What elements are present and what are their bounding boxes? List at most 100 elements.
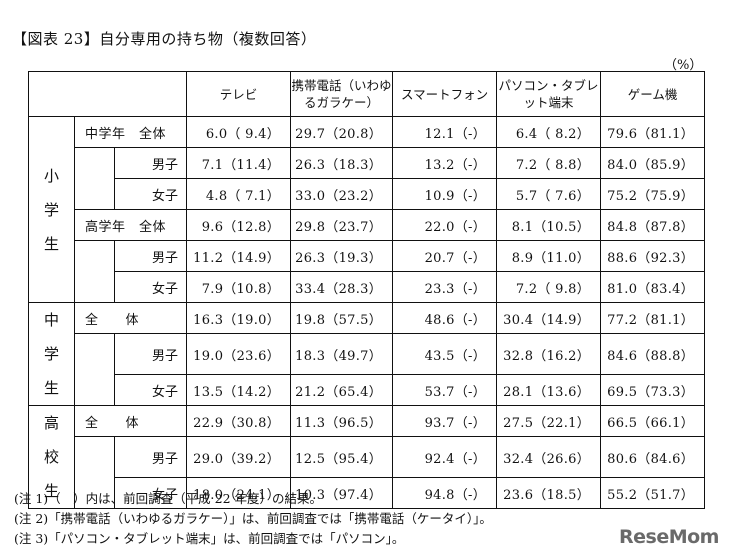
cell: 23.3（-） xyxy=(392,271,498,303)
row-label-male: 男子 xyxy=(113,333,188,375)
cell: 92.4（-） xyxy=(392,436,498,478)
row-label-male: 男子 xyxy=(113,147,188,179)
cell: 6.0（ 9.4） xyxy=(186,116,292,148)
row-label-upper-grade-total: 高学年 全体 xyxy=(73,209,188,241)
cell: 26.3（18.3） xyxy=(290,147,394,179)
cell: 12.1（-） xyxy=(392,116,498,148)
cell: 8.1（10.5） xyxy=(496,209,602,241)
cell: 12.5（95.4） xyxy=(290,436,394,478)
table-row: 男子 19.0（23.6） 18.3（49.7） 43.5（-） 32.8（16… xyxy=(29,333,706,406)
cell: 84.8（87.8） xyxy=(600,209,706,241)
cell: 94.8（-） xyxy=(392,477,498,509)
header-row: テレビ 携帯電話（いわゆるガラケー） スマートフォン パソコン・タブレット端末 … xyxy=(27,71,706,117)
table-row: 男子 11.2（14.9） 26.3（19.3） 20.7（-） 8.9（11.… xyxy=(29,240,706,303)
cell: 16.3（19.0） xyxy=(186,302,292,334)
table-title: 【図表 23】自分専用の持ち物（複数回答） xyxy=(12,30,317,48)
cell: 20.7（-） xyxy=(392,240,498,272)
row-label-junior-total: 全 体 xyxy=(73,302,188,334)
group-label-elementary: 小学生 xyxy=(28,116,75,303)
row-label-female: 女子 xyxy=(113,477,188,509)
cell: 33.0（23.2） xyxy=(290,178,394,210)
indent-cell xyxy=(74,240,115,303)
cell: 69.5（73.3） xyxy=(600,374,706,406)
cell: 27.5（22.1） xyxy=(496,405,602,437)
table-row: 女子 4.8（ 7.1） 33.0（23.2） 10.9（-） 5.7（ 7.6… xyxy=(29,178,706,210)
row-label-female: 女子 xyxy=(113,271,188,303)
corner-cell xyxy=(27,71,188,117)
cell: 9.6（12.8） xyxy=(186,209,292,241)
cell: 28.1（13.6） xyxy=(496,374,602,406)
group-label-junior-high: 中学生 xyxy=(28,302,75,406)
cell: 18.0（24.1） xyxy=(186,477,292,509)
cell: 29.7（20.8） xyxy=(290,116,394,148)
footnote-2: (注 2)「携帯電話（いわゆるガラケー）」は、前回調査では「携帯電話（ケータイ）… xyxy=(14,511,492,526)
cell: 53.7（-） xyxy=(392,374,498,406)
cell: 77.2（81.1） xyxy=(600,302,706,334)
col-header-pc-tablet: パソコン・タブレット端末 xyxy=(496,71,602,117)
table-row: 男子 7.1（11.4） 26.3（18.3） 13.2（-） 7.2（ 8.8… xyxy=(29,147,706,210)
col-header-smartphone: スマートフォン xyxy=(392,71,498,117)
cell: 29.8（23.7） xyxy=(290,209,394,241)
cell: 7.9（10.8） xyxy=(186,271,292,303)
indent-cell xyxy=(74,147,115,210)
cell: 66.5（66.1） xyxy=(600,405,706,437)
table-row: 中学生 全 体 16.3（19.0） 19.8（57.5） 48.6（-） 30… xyxy=(28,302,706,406)
cell: 23.6（18.5） xyxy=(496,477,602,509)
cell: 84.6（88.8） xyxy=(600,333,706,375)
table-row: 小学生 中学年 全体 6.0（ 9.4） 29.7（20.8） 12.1（-） … xyxy=(28,116,706,303)
cell: 11.2（14.9） xyxy=(186,240,292,272)
cell: 33.4（28.3） xyxy=(290,271,394,303)
cell: 93.7（-） xyxy=(392,405,498,437)
footnote-1: (注 1)（ ）内は、前回調査（平成 22 年度）の結果。 xyxy=(14,491,323,506)
cell: 22.0（-） xyxy=(392,209,498,241)
cell: 29.0（39.2） xyxy=(186,436,292,478)
cell: 79.6（81.1） xyxy=(600,116,706,148)
cell: 75.2（75.9） xyxy=(600,178,706,210)
cell: 26.3（19.3） xyxy=(290,240,394,272)
row-label-female: 女子 xyxy=(113,374,188,406)
cell: 8.9（11.0） xyxy=(496,240,602,272)
cell: 30.4（14.9） xyxy=(496,302,602,334)
table-row: 高学年 全体 9.6（12.8） 29.8（23.7） 22.0（-） 8.1（… xyxy=(29,209,706,241)
cell: 81.0（83.4） xyxy=(600,271,706,303)
cell: 32.4（26.6） xyxy=(496,436,602,478)
table-row: 高校生 全 体 22.9（30.8） 11.3（96.5） 93.7（-） 27… xyxy=(28,405,706,509)
cell: 48.6（-） xyxy=(392,302,498,334)
cell: 7.2（ 9.8） xyxy=(496,271,602,303)
cell: 84.0（85.9） xyxy=(600,147,706,179)
cell: 13.5（14.2） xyxy=(186,374,292,406)
table-row: 女子 13.5（14.2） 21.2（65.4） 53.7（-） 28.1（13… xyxy=(29,374,706,406)
cell: 7.2（ 8.8） xyxy=(496,147,602,179)
row-label-male: 男子 xyxy=(113,240,188,272)
cell: 19.0（23.6） xyxy=(186,333,292,375)
footnote-3: (注 3)「パソコン・タブレット端末」は、前回調査では「パソコン」。 xyxy=(14,531,405,546)
cell: 7.1（11.4） xyxy=(186,147,292,179)
unit-label: （%） xyxy=(664,58,703,73)
ownership-table: テレビ 携帯電話（いわゆるガラケー） スマートフォン パソコン・タブレット端末 … xyxy=(27,71,706,509)
cell: 18.3（49.7） xyxy=(290,333,394,375)
cell: 13.2（-） xyxy=(392,147,498,179)
row-label-female: 女子 xyxy=(113,178,188,210)
resemom-logo: ReseMom xyxy=(619,526,719,548)
table-row: 女子 7.9（10.8） 33.4（28.3） 23.3（-） 7.2（ 9.8… xyxy=(29,271,706,303)
cell: 55.2（51.7） xyxy=(600,477,706,509)
cell: 88.6（92.3） xyxy=(600,240,706,272)
cell: 10.9（-） xyxy=(392,178,498,210)
row-label-lower-grade-total: 中学年 全体 xyxy=(73,116,188,148)
col-header-game-console: ゲーム機 xyxy=(600,71,706,117)
cell: 4.8（ 7.1） xyxy=(186,178,292,210)
cell: 43.5（-） xyxy=(392,333,498,375)
footnotes: (注 1)（ ）内は、前回調査（平成 22 年度）の結果。 (注 2)「携帯電話… xyxy=(14,489,492,549)
cell: 19.8（57.5） xyxy=(290,302,394,334)
cell: 21.2（65.4） xyxy=(290,374,394,406)
cell: 32.8（16.2） xyxy=(496,333,602,375)
cell: 22.9（30.8） xyxy=(186,405,292,437)
cell: 11.3（96.5） xyxy=(290,405,394,437)
cell: 10.3（97.4） xyxy=(290,477,394,509)
col-header-feature-phone: 携帯電話（いわゆるガラケー） xyxy=(290,71,394,117)
indent-cell xyxy=(74,333,115,406)
cell: 80.6（84.6） xyxy=(600,436,706,478)
row-label-male: 男子 xyxy=(113,436,188,478)
table-row: 女子 18.0（24.1） 10.3（97.4） 94.8（-） 23.6（18… xyxy=(29,477,706,509)
row-label-senior-total: 全 体 xyxy=(73,405,188,437)
